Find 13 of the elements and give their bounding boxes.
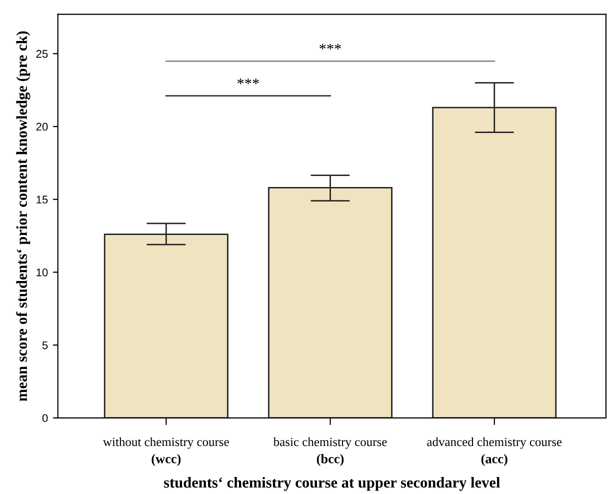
y-tick-label: 25	[36, 50, 48, 58]
x-tick-label: basic chemistry course (bcc)	[273, 437, 387, 466]
annotation: ***	[238, 78, 259, 84]
y-tick-label: 0	[42, 414, 48, 422]
y-tick-label: 5	[42, 341, 48, 350]
x-tick-label: without chemistry course (wcc)	[102, 437, 229, 466]
annotation: ***	[320, 44, 341, 50]
y-tick-label: 15	[36, 196, 48, 204]
y-tick-label: 10	[36, 268, 48, 276]
y-tick-label: 20	[36, 122, 48, 131]
x-axis-title: students‘ chemistry course at upper secondary level	[164, 476, 500, 491]
y-axis-title: mean score of students‘ prior content knowledge (pre ck)	[16, 31, 30, 402]
x-tick-label: advanced chemistry course (acc)	[427, 437, 562, 466]
